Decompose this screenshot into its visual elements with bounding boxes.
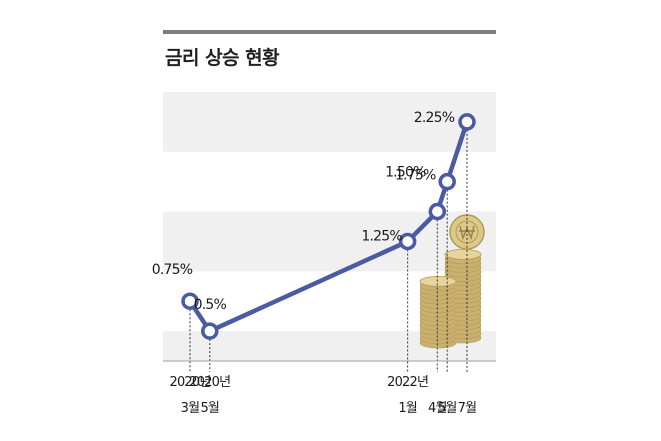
coin-stack-short — [419, 275, 457, 349]
data-point — [398, 232, 417, 251]
x-tick-label-month: 4월 — [428, 401, 447, 416]
x-tick-label-year: 2022년 — [387, 375, 428, 390]
data-label: 0.75% — [152, 262, 193, 278]
x-tick-label-month: 5월 — [200, 401, 219, 416]
data-label: 1.50% — [385, 165, 426, 181]
x-tick-label-month: 7월 — [458, 401, 477, 416]
data-point — [201, 322, 219, 340]
x-tick-label-month: 3월 — [181, 401, 200, 416]
data-label: 2.25% — [414, 110, 455, 126]
data-labels: 0.75% 0.5% 1.25% 1.50%1.75% 2.25% — [152, 110, 456, 313]
chart-title: 금리 상승 현황 — [165, 47, 280, 69]
data-point — [428, 202, 447, 221]
x-tick-label-year: 2020년 — [169, 375, 210, 390]
data-label: 0.5% — [194, 297, 227, 313]
data-label: 1.25% — [361, 228, 402, 244]
won-coin-icon — [449, 214, 485, 250]
data-points — [181, 113, 476, 340]
grid-band — [163, 211, 496, 272]
x-tick-label-month: 5월 — [438, 401, 457, 416]
data-label: 1.75% — [395, 168, 436, 184]
coin-stacks-illustration — [419, 214, 485, 349]
data-point — [438, 172, 456, 191]
grid-band — [163, 92, 496, 152]
data-point — [181, 292, 199, 310]
data-point — [458, 113, 476, 131]
x-tick-label-month: 1월 — [398, 401, 417, 416]
x-tick-label-year: 2020년 — [189, 375, 230, 390]
top-rule — [163, 30, 496, 34]
guide-lines — [189, 129, 468, 372]
